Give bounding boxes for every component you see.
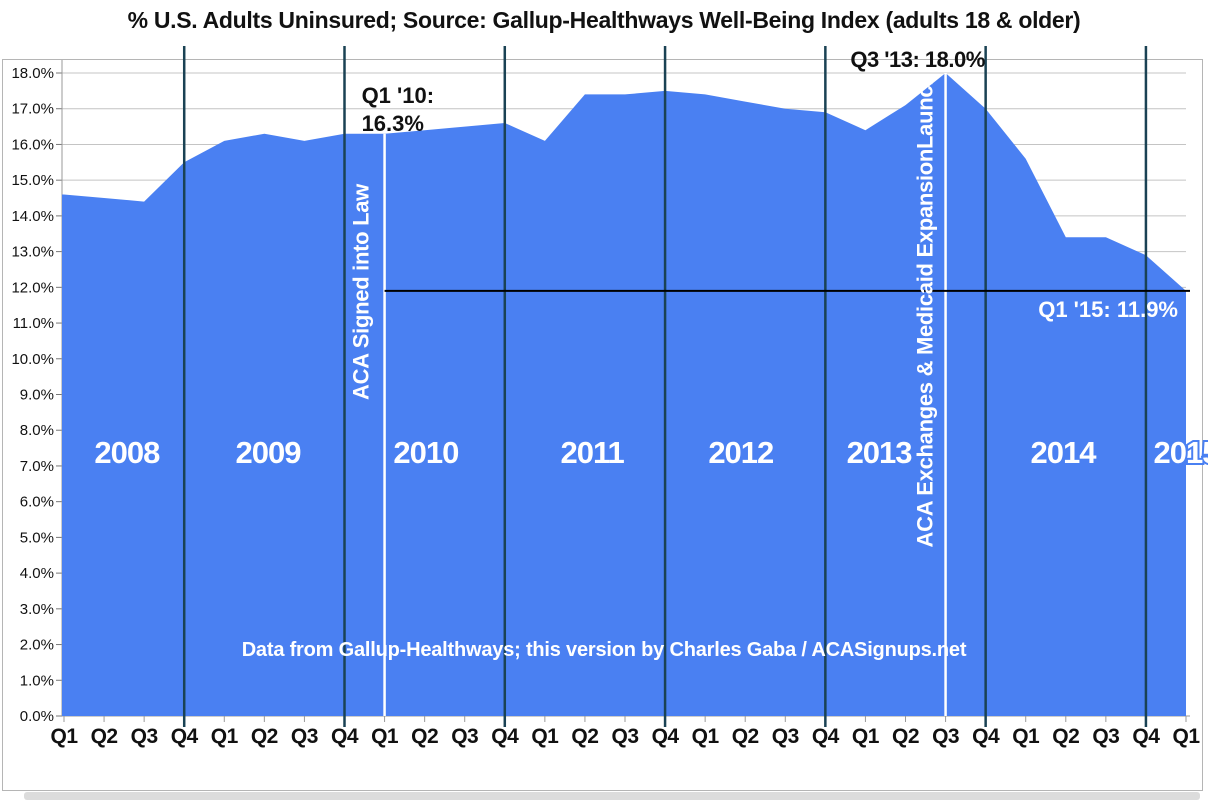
annotation-q3-2013: Q3 '13: 18.0% xyxy=(850,47,984,72)
x-axis-tick-label: Q4 xyxy=(972,725,1000,748)
aca-exchanges-label: ACA Exchanges & Medicaid ExpansionLaunch xyxy=(913,73,938,548)
year-label-2009: 2009 xyxy=(235,435,301,470)
year-label-2015: 2015 xyxy=(1154,435,1208,470)
y-axis-tick-label: 5.0% xyxy=(20,529,54,546)
y-axis-tick-label: 12.0% xyxy=(11,279,54,296)
x-axis-tick-label: Q1 xyxy=(1012,725,1040,748)
y-axis-tick-label: 18.0% xyxy=(11,65,54,82)
x-axis-tick-label: Q4 xyxy=(171,725,199,748)
annotation-q1-2010-line1: Q1 '10: xyxy=(362,83,435,108)
year-label-2014: 2014 xyxy=(1030,435,1097,470)
y-axis-tick-label: 9.0% xyxy=(20,387,54,404)
y-axis-tick-label: 1.0% xyxy=(20,672,54,689)
x-axis-tick-label: Q4 xyxy=(331,725,359,748)
x-axis-tick-label: Q1 xyxy=(211,725,239,748)
year-label-2012: 2012 xyxy=(708,435,773,470)
x-axis-tick-label: Q3 xyxy=(772,725,799,748)
y-axis-tick-label: 13.0% xyxy=(11,244,54,261)
y-axis-tick-label: 7.0% xyxy=(20,458,54,475)
x-axis-tick-label: Q2 xyxy=(892,725,919,748)
y-axis-tick-label: 2.0% xyxy=(20,637,54,654)
x-axis-tick-label: Q3 xyxy=(932,725,959,748)
window-bottom-edge xyxy=(24,792,1200,800)
x-axis-tick-label: Q2 xyxy=(1052,725,1079,748)
year-label-2013: 2013 xyxy=(847,435,913,470)
annotation-q1-2015: Q1 '15: 11.9% xyxy=(1038,297,1178,322)
y-axis-tick-label: 17.0% xyxy=(11,101,54,118)
x-axis-tick-label: Q1 xyxy=(50,725,78,748)
aca-signed-label: ACA Signed into Law xyxy=(349,183,374,400)
uninsured-area-series xyxy=(62,73,1186,716)
x-axis-tick-label: Q1 xyxy=(692,725,720,748)
x-axis-tick-label: Q4 xyxy=(1132,725,1160,748)
y-axis-tick-label: 10.0% xyxy=(11,351,54,368)
year-label-2011: 2011 xyxy=(561,435,625,470)
x-axis-tick-label: Q4 xyxy=(812,725,840,748)
x-axis-tick-label: Q4 xyxy=(491,725,519,748)
y-axis-tick-label: 0.0% xyxy=(20,708,54,725)
x-axis-tick-label: Q2 xyxy=(571,725,598,748)
x-axis-tick-label: Q1 xyxy=(371,725,399,748)
x-axis-tick-label: Q2 xyxy=(91,725,118,748)
y-axis-tick-label: 14.0% xyxy=(11,208,54,225)
y-axis-tick-label: 4.0% xyxy=(20,565,54,582)
year-label-2010: 2010 xyxy=(393,435,458,470)
x-axis-tick-label: Q2 xyxy=(251,725,278,748)
y-axis-tick-label: 11.0% xyxy=(13,315,54,332)
x-axis-tick-label: Q3 xyxy=(131,725,158,748)
chart-title: % U.S. Adults Uninsured; Source: Gallup-… xyxy=(127,7,1081,33)
annotation-q1-2010-line2: 16.3% xyxy=(362,111,424,136)
x-axis-tick-label: Q2 xyxy=(732,725,759,748)
x-axis-tick-label: Q3 xyxy=(291,725,318,748)
x-axis-tick-label: Q4 xyxy=(652,725,680,748)
x-axis-tick-label: Q1 xyxy=(1172,725,1200,748)
x-axis-tick-label: Q1 xyxy=(531,725,559,748)
y-axis-tick-label: 16.0% xyxy=(11,136,54,153)
x-axis-tick-label: Q3 xyxy=(451,725,478,748)
y-axis-tick-label: 15.0% xyxy=(11,172,54,189)
x-axis-tick-label: Q3 xyxy=(611,725,638,748)
y-axis-tick-label: 3.0% xyxy=(20,601,54,618)
x-axis-tick-label: Q2 xyxy=(411,725,438,748)
attribution-text: Data from Gallup-Healthways; this versio… xyxy=(242,639,967,661)
x-axis-tick-label: Q1 xyxy=(852,725,880,748)
plot-area: 0.0% 1.0% 2.0% 3.0% 4.0% 5.0% 6.0% 7.0% 8.0% 9.0%… xyxy=(2,46,1208,800)
chart-frame-border xyxy=(2,59,1203,791)
y-axis-tick-label: 8.0% xyxy=(20,422,54,439)
x-axis-tick-label: Q3 xyxy=(1092,725,1119,748)
year-label-2008: 2008 xyxy=(94,435,160,470)
y-axis-tick-label: 6.0% xyxy=(20,494,54,511)
